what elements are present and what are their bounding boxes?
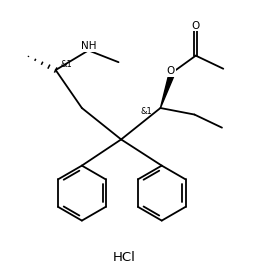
- Text: NH: NH: [81, 41, 96, 51]
- Text: &1: &1: [141, 107, 153, 117]
- Text: HCl: HCl: [112, 251, 135, 264]
- Polygon shape: [160, 72, 175, 108]
- Text: &1: &1: [61, 60, 72, 69]
- Text: O: O: [192, 21, 200, 31]
- Text: O: O: [167, 66, 175, 76]
